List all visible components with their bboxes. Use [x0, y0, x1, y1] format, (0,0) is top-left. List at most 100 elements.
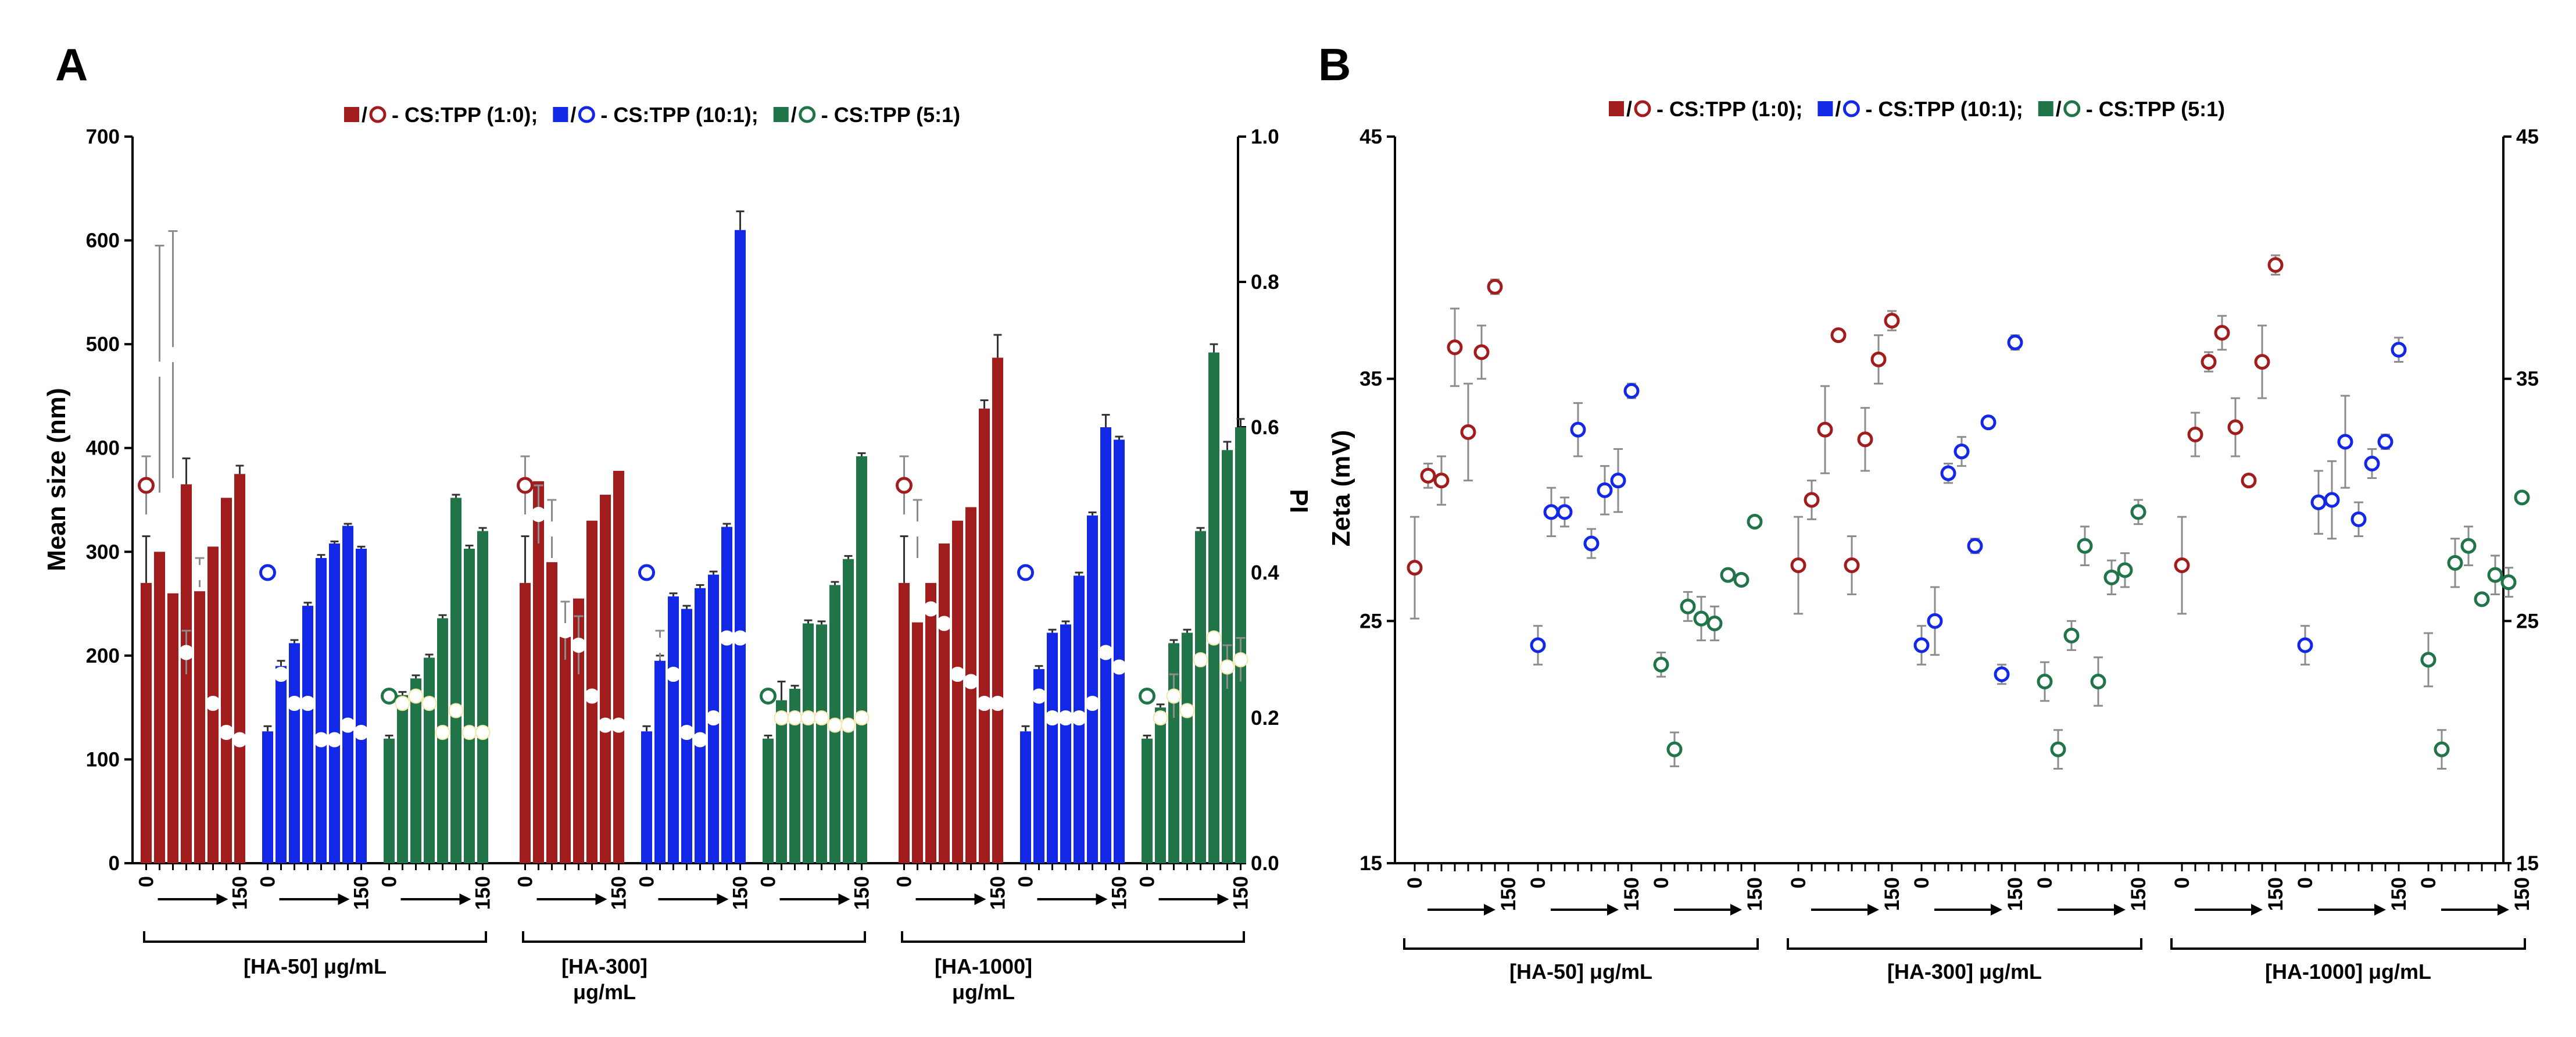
a-pi-marker-s1-g1-7	[732, 630, 748, 646]
a-bar-s0-g2-0	[899, 582, 910, 863]
a-bar-s1-g2-0	[1020, 731, 1031, 863]
b-y2tick-label-0: 15	[2516, 852, 2539, 875]
b-point-s0-g1-2	[1817, 421, 1833, 438]
a-y2tick-label-3: 0.6	[1251, 416, 1279, 439]
legend-marker-0	[369, 106, 387, 123]
a-bar-s0-g0-7	[234, 474, 245, 863]
a-pi-marker-s1-g1-0	[638, 564, 655, 581]
a-pi-marker-s0-g2-5	[963, 674, 979, 689]
b-point-s1-g1-4	[1967, 538, 1983, 554]
b-xlabel-start-g1-s1: 0	[1910, 877, 1933, 888]
a-arrow-head-g0-s1	[338, 893, 350, 905]
b-point-s2-g0-0	[1653, 656, 1669, 673]
a-bar-s0-g2-6	[979, 408, 990, 863]
a-bar-s0-g0-0	[141, 582, 152, 863]
b-point-s2-g1-1	[2050, 741, 2066, 757]
a-bar-s1-g0-1	[276, 666, 287, 863]
b-xlabel-end-g1-s2: 150	[2127, 877, 2150, 911]
a-pi-marker-s0-g2-7	[990, 696, 1006, 711]
a-bar-s2-g2-5	[1208, 352, 1219, 863]
a-pi-marker-s0-g0-4	[192, 565, 207, 580]
b-point-s0-g0-6	[1487, 278, 1503, 295]
a-bar-s1-g2-5	[1087, 515, 1098, 863]
a-bar-s0-g1-0	[520, 582, 531, 863]
a-pi-marker-s0-g1-5	[584, 688, 600, 704]
b-point-s2-g1-5	[2103, 569, 2120, 585]
a-pi-marker-s0-g0-0	[138, 477, 155, 494]
b-arrow-head-g2-s0	[2251, 904, 2263, 916]
b-point-s2-g2-7	[2514, 489, 2530, 506]
a-pi-marker-s0-g0-6	[219, 725, 234, 740]
b-group-bracket-0	[1403, 938, 1759, 950]
b-point-s2-g2-5	[2487, 567, 2503, 583]
a-pi-marker-s2-g0-0	[381, 688, 398, 705]
a-pi-marker-s0-g1-1	[531, 507, 546, 522]
a-xlabel-end-g0-s1: 150	[350, 876, 373, 910]
a-bar-s0-g0-1	[154, 552, 165, 863]
b-group-bracket-2	[2170, 938, 2526, 950]
a-group-label-1-1: μg/mL	[573, 980, 636, 1004]
a-pi-marker-s0-g1-7	[611, 717, 627, 733]
a-bar-s0-g0-4	[194, 591, 205, 863]
b-point-s2-g1-0	[2037, 674, 2053, 689]
panel-a-letter: A	[55, 39, 88, 90]
panel-b-plot: 15 25 35 45 15 25 35 45 0 150 0 150 0 150 [HA-50] μg/m…	[1359, 126, 2539, 984]
b-point-s1-g0-1	[1543, 504, 1559, 520]
b-xlabel-start-g0-s1: 0	[1527, 877, 1550, 888]
a-pi-marker-s1-g0-3	[300, 696, 316, 711]
legend-swatch-2	[773, 107, 789, 122]
a-xlabel-end-g1-s2: 150	[851, 876, 874, 910]
b-point-s1-g2-0	[2297, 637, 2313, 653]
a-group-bracket-1	[522, 931, 866, 943]
a-group-label-0-0: [HA-50] μg/mL	[244, 954, 387, 978]
a-ytick-label-1: 100	[86, 748, 120, 771]
a-pi-marker-s0-g1-3	[557, 623, 573, 638]
a-pi-marker-s1-g1-1	[652, 638, 668, 653]
b-point-s0-g0-2	[1433, 473, 1450, 489]
a-bar-s2-g0-7	[477, 531, 488, 863]
a-pi-marker-s0-g2-3	[936, 616, 952, 631]
a-pi-marker-s2-g1-6	[840, 717, 856, 733]
b-point-s2-g1-7	[2130, 504, 2146, 520]
a-y2tick-label-4: 0.8	[1251, 271, 1279, 294]
legend-slash-0: /	[1626, 97, 1632, 121]
b-point-s1-g0-5	[1597, 482, 1613, 498]
b-xlabel-start-g2-s2: 0	[2417, 877, 2440, 888]
a-bar-s0-g1-3	[560, 636, 571, 863]
a-pi-marker-s1-g0-5	[327, 732, 342, 748]
b-point-s1-g0-0	[1530, 637, 1546, 653]
a-bar-s2-g2-3	[1182, 632, 1193, 863]
a-pi-marker-s2-g1-4	[814, 710, 829, 725]
a-pi-marker-s2-g2-0	[1139, 688, 1155, 705]
a-pi-marker-s2-g1-2	[787, 710, 803, 725]
b-point-s2-g1-6	[2117, 562, 2133, 578]
legend-label-1: - CS:TPP (10:1);	[1865, 97, 2023, 121]
b-point-s0-g1-6	[1870, 351, 1887, 367]
a-pi-marker-s1-g0-1	[273, 667, 289, 682]
a-xlabel-start-g0-s2: 0	[378, 876, 401, 887]
a-pi-marker-s2-g1-3	[800, 710, 816, 725]
b-point-s0-g0-0	[1407, 560, 1423, 576]
a-bar-s1-g0-7	[356, 548, 367, 863]
b-xlabel-end-g0-s1: 150	[1620, 877, 1643, 911]
a-pi-marker-s2-g2-2	[1166, 688, 1182, 704]
a-bar-s0-g1-7	[613, 471, 624, 863]
a-pi-marker-s1-g2-1	[1031, 688, 1047, 704]
a-ytick-label-5: 500	[86, 333, 120, 356]
a-bar-s1-g1-0	[641, 731, 652, 863]
a-xlabel-end-g0-s0: 150	[229, 876, 252, 910]
b-point-s1-g1-5	[1980, 414, 1997, 431]
a-pi-marker-s2-g0-3	[421, 696, 437, 711]
b-point-s0-g2-7	[2267, 257, 2284, 273]
b-point-s1-g1-0	[1913, 637, 1930, 653]
a-bar-s1-g1-2	[668, 596, 679, 863]
b-point-s2-g2-1	[2434, 741, 2450, 757]
a-bar-s1-g0-2	[289, 643, 300, 863]
legend-swatch-1	[553, 107, 568, 122]
b-xlabel-start-g2-s0: 0	[2171, 877, 2194, 888]
b-point-s2-g2-0	[2420, 652, 2437, 668]
a-pi-marker-s2-g0-7	[475, 725, 491, 740]
b-point-s1-g2-7	[2391, 342, 2407, 358]
panel-a-y-axis-title: Mean size (nm)	[42, 388, 71, 571]
